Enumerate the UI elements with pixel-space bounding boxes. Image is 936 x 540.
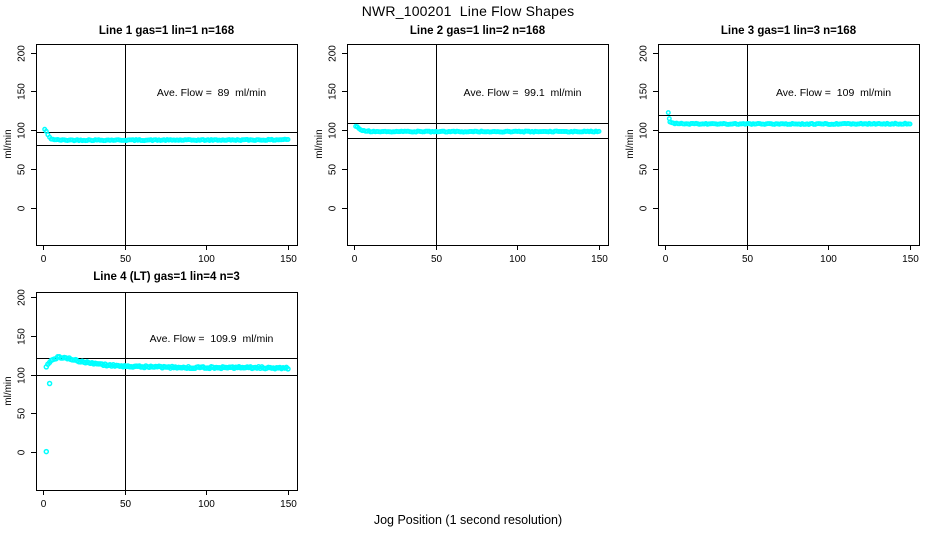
outlier-point xyxy=(46,380,53,387)
y-axis-label-line3: ml/min xyxy=(625,129,636,159)
avg-flow-annotation-line4: Ave. Flow = 109.9 ml/min xyxy=(149,333,274,345)
y-tick-label: 50 xyxy=(17,164,28,176)
y-tick-label: 150 xyxy=(17,83,28,100)
x-tick-label: 0 xyxy=(41,254,47,265)
data-point xyxy=(285,136,291,142)
x-axis-label: Jog Position (1 second resolution) xyxy=(373,513,563,527)
y-tick-label: 0 xyxy=(17,449,28,455)
x-tick-label: 50 xyxy=(120,254,132,265)
subplot-2: 0 50 100 150 200 0 50 100 150 xyxy=(328,44,609,265)
x-tick-label: 50 xyxy=(120,499,132,510)
x-tick-label: 0 xyxy=(663,254,669,265)
y-tick-label: 100 xyxy=(328,122,339,139)
plot-box xyxy=(658,44,920,246)
avg-flow-annotation-line3: Ave. Flow = 109 ml/min xyxy=(775,87,892,99)
y-tick-label: 100 xyxy=(639,122,650,139)
avg-flow-annotation-line1: Ave. Flow = 89 ml/min xyxy=(156,87,267,99)
y-tick-label: 0 xyxy=(17,205,28,211)
y-tick-label: 150 xyxy=(639,83,650,100)
data-point xyxy=(907,121,913,127)
outlier-point xyxy=(43,448,50,455)
data-point xyxy=(596,128,602,134)
main-title: NWR_100201 Line Flow Shapes xyxy=(361,3,575,19)
plot-box xyxy=(347,44,609,246)
x-tick-label: 0 xyxy=(352,254,358,265)
subplot-title-line1: Line 1 gas=1 lin=1 n=168 xyxy=(98,25,235,37)
x-tick-label: 50 xyxy=(742,254,754,265)
y-tick-label: 50 xyxy=(328,164,339,176)
subplot-title-line3: Line 3 gas=1 lin=3 n=168 xyxy=(720,25,857,37)
x-tick-label: 50 xyxy=(431,254,443,265)
y-tick-label: 0 xyxy=(639,205,650,211)
x-tick-label: 150 xyxy=(591,254,608,265)
x-tick-label: 100 xyxy=(509,254,526,265)
y-axis-label-line2: ml/min xyxy=(314,129,325,159)
x-tick-label: 100 xyxy=(198,499,215,510)
subplot-1: 0 50 100 150 200 0 50 100 150 xyxy=(17,44,298,265)
y-tick-label: 150 xyxy=(328,83,339,100)
data-point xyxy=(285,366,291,372)
subplot-4: 0 50 100 150 200 0 50 100 150 xyxy=(17,289,298,510)
subplot-3: 0 50 100 150 200 0 50 100 150 xyxy=(639,44,920,265)
plot-box xyxy=(36,292,298,491)
y-tick-label: 200 xyxy=(328,45,339,62)
y-tick-label: 150 xyxy=(17,328,28,345)
x-tick-label: 0 xyxy=(41,499,47,510)
y-tick-label: 50 xyxy=(17,408,28,420)
y-tick-label: 0 xyxy=(328,205,339,211)
y-axis-label-line4: ml/min xyxy=(3,376,14,406)
y-tick-label: 200 xyxy=(17,289,28,306)
y-tick-label: 100 xyxy=(17,367,28,384)
x-tick-label: 150 xyxy=(280,499,297,510)
x-tick-label: 150 xyxy=(902,254,919,265)
x-tick-label: 100 xyxy=(198,254,215,265)
y-tick-label: 50 xyxy=(639,164,650,176)
x-tick-label: 150 xyxy=(280,254,297,265)
y-tick-label: 100 xyxy=(17,122,28,139)
subplot-title-line4: Line 4 (LT) gas=1 lin=4 n=3 xyxy=(93,271,240,283)
x-tick-label: 100 xyxy=(820,254,837,265)
y-tick-label: 200 xyxy=(17,45,28,62)
outlier-point xyxy=(665,110,671,116)
y-tick-label: 200 xyxy=(639,45,650,62)
subplot-title-line2: Line 2 gas=1 lin=2 n=168 xyxy=(409,25,546,37)
outlier-point xyxy=(666,116,672,122)
avg-flow-annotation-line2: Ave. Flow = 99.1 ml/min xyxy=(463,87,582,99)
y-axis-label-line1: ml/min xyxy=(3,129,14,159)
